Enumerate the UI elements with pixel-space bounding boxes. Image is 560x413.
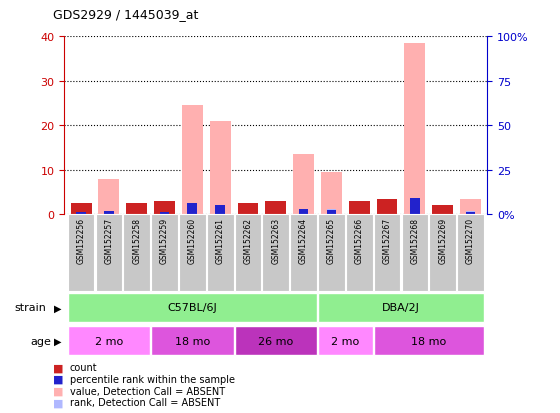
Text: GSM152267: GSM152267 [382,217,391,263]
Text: strain: strain [14,303,46,313]
Text: GSM152265: GSM152265 [327,217,336,263]
Bar [457,215,484,291]
Text: GSM152262: GSM152262 [244,217,253,263]
Bar [410,199,420,215]
Text: count: count [70,363,97,373]
Bar [104,211,114,215]
Bar [235,326,317,356]
Text: ▶: ▶ [54,303,62,313]
Text: C57BL/6J: C57BL/6J [167,303,217,313]
Text: GDS2929 / 1445039_at: GDS2929 / 1445039_at [53,8,199,21]
Bar [432,206,453,215]
Text: GSM152270: GSM152270 [466,217,475,263]
Bar [215,206,225,215]
Bar [374,215,400,291]
Bar [318,326,372,356]
Text: ■: ■ [53,363,64,373]
Bar [96,215,122,291]
Text: GSM152259: GSM152259 [160,217,169,263]
Text: GSM152263: GSM152263 [271,217,281,263]
Text: GSM152260: GSM152260 [188,217,197,263]
Bar [293,155,314,215]
Bar [460,199,481,215]
Text: 18 mo: 18 mo [175,336,210,346]
Bar [188,203,197,215]
Bar [430,215,456,291]
Text: ■: ■ [53,397,64,407]
Bar [377,199,398,215]
Bar [265,202,286,215]
Text: percentile rank within the sample: percentile rank within the sample [70,374,235,384]
Bar [207,215,234,291]
Bar [466,211,475,215]
Text: 2 mo: 2 mo [331,336,360,346]
Bar [235,215,262,291]
Bar [374,326,484,356]
Bar [68,215,95,291]
Bar [298,209,309,215]
Bar [321,173,342,215]
Bar [404,44,425,215]
Bar [151,215,178,291]
Bar [349,202,370,215]
Text: GSM152256: GSM152256 [77,217,86,263]
Bar [160,213,170,215]
Text: GSM152268: GSM152268 [410,217,419,263]
Text: 2 mo: 2 mo [95,336,123,346]
Text: GSM152264: GSM152264 [299,217,308,263]
Bar [346,215,372,291]
Bar [179,215,206,291]
Text: GSM152266: GSM152266 [354,217,364,263]
Bar [466,212,475,215]
Text: 26 mo: 26 mo [258,336,293,346]
Bar [151,326,234,356]
Bar [68,326,150,356]
Text: ▶: ▶ [54,336,62,346]
Bar [237,204,258,215]
Text: DBA/2J: DBA/2J [382,303,420,313]
Bar [210,121,231,215]
Bar [127,204,147,215]
Bar [326,210,337,215]
Bar [99,179,119,215]
Bar [71,204,91,215]
Bar [402,215,428,291]
Bar [326,209,337,215]
Bar [318,293,484,323]
Bar [76,213,86,215]
Bar [290,215,317,291]
Text: GSM152258: GSM152258 [132,217,141,263]
Bar [318,215,345,291]
Bar [154,202,175,215]
Text: GSM152269: GSM152269 [438,217,447,263]
Text: GSM152257: GSM152257 [104,217,114,263]
Text: rank, Detection Call = ABSENT: rank, Detection Call = ABSENT [70,397,220,407]
Bar [123,215,150,291]
Text: 18 mo: 18 mo [411,336,446,346]
Bar [263,215,289,291]
Text: GSM152261: GSM152261 [216,217,225,263]
Text: value, Detection Call = ABSENT: value, Detection Call = ABSENT [70,386,225,396]
Bar [182,106,203,215]
Text: ■: ■ [53,386,64,396]
Text: ■: ■ [53,374,64,384]
Text: age: age [31,336,52,346]
Bar [68,293,317,323]
